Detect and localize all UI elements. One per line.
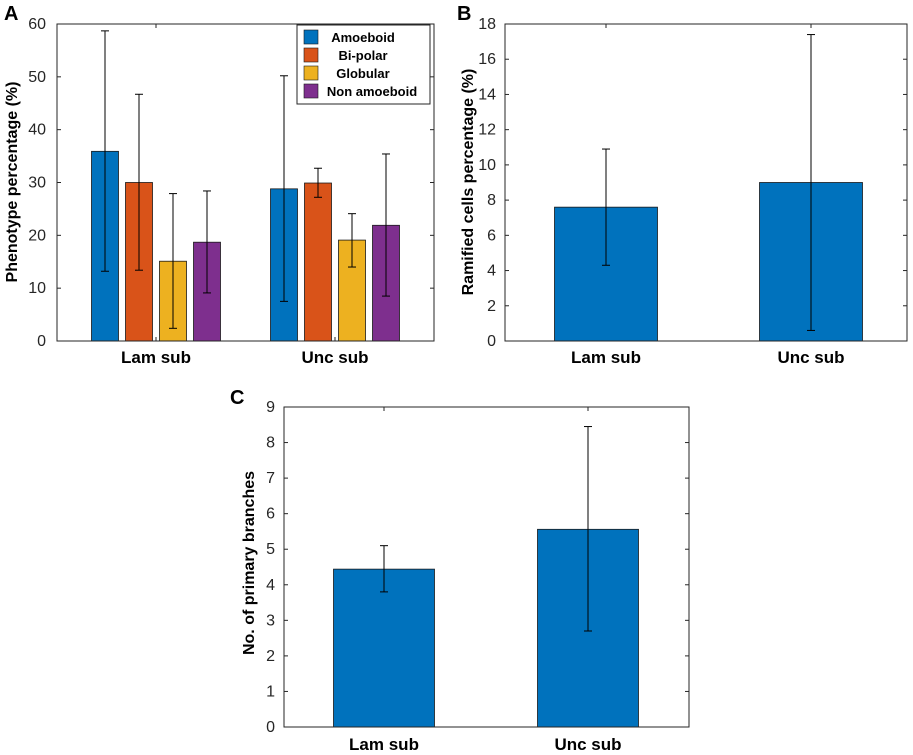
panel-c-bars	[333, 528, 639, 728]
ytick-label: 7	[266, 470, 275, 487]
bar-primary-branches-lam	[333, 568, 435, 728]
panel-b: B 0 2 4 6 8 10 12 14 16 18 Ramified cells percent…	[457, 3, 908, 367]
panel-b-bars	[554, 182, 863, 342]
panel-b-axes-box	[504, 23, 908, 342]
ytick-label: 14	[478, 86, 496, 103]
legend-swatch-amoeboid	[303, 29, 319, 45]
panel-a-axis: 0 10 20 30 40 50 60	[28, 16, 434, 350]
ytick-label: 0	[37, 333, 46, 350]
legend-label-amoeboid: Amoeboid	[331, 30, 395, 45]
ytick-label: 4	[487, 263, 496, 280]
panel-a-ylabel: Phenotype percentage (%)	[4, 82, 21, 283]
panel-c-error-bars	[380, 426, 592, 632]
panel-a: A 0 10 20 30 40 50 60 Phenotype percentage (%)…	[4, 3, 435, 367]
legend-swatch-globular	[303, 65, 319, 81]
ytick-label: 12	[478, 122, 496, 139]
ytick-label: 8	[487, 192, 496, 209]
ytick-label: 40	[28, 122, 46, 139]
ytick-label: 2	[487, 298, 496, 315]
panel-c-axes-box	[283, 406, 690, 728]
panel-c-axis: 0 1 2 3 4 5 6 7 8 9	[266, 399, 689, 736]
ytick-label: 60	[28, 16, 46, 33]
panel-c-ylabel: No. of primary branches	[241, 471, 258, 655]
panel-b-ylabel: Ramified cells percentage (%)	[460, 69, 477, 296]
ytick-label: 16	[478, 51, 496, 68]
panel-c-xtick-lam: Lam sub	[349, 735, 419, 754]
panel-c: C 0 1 2 3 4 5 6 7 8 9 No. of primary branches Lam…	[230, 387, 690, 754]
ytick-label: 6	[487, 227, 496, 244]
panel-b-xtick-unc: Unc sub	[777, 348, 844, 367]
ytick-label: 4	[266, 577, 275, 594]
panel-b-error-bars	[602, 34, 815, 331]
ytick-label: 30	[28, 175, 46, 192]
legend-label-bipolar: Bi-polar	[338, 48, 387, 63]
ytick-label: 50	[28, 69, 46, 86]
panel-c-xtick-unc: Unc sub	[554, 735, 621, 754]
panel-a-xtick-lam: Lam sub	[121, 348, 191, 367]
ytick-label: 2	[266, 648, 275, 665]
panel-a-axes-box	[56, 23, 435, 342]
ytick-label: 10	[478, 157, 496, 174]
panel-a-error-bars	[101, 30, 390, 329]
bar-bi-polar-unc	[304, 182, 332, 342]
ytick-label: 6	[266, 506, 275, 523]
ytick-label: 0	[487, 333, 496, 350]
panel-c-letter: C	[230, 387, 244, 409]
panel-a-letter: A	[4, 3, 18, 25]
panel-b-xtick-lam: Lam sub	[571, 348, 641, 367]
ytick-label: 0	[266, 719, 275, 736]
ytick-label: 8	[266, 435, 275, 452]
panel-a-xtick-unc: Unc sub	[301, 348, 368, 367]
ytick-label: 3	[266, 612, 275, 629]
panel-a-legend-box	[296, 24, 431, 105]
legend-label-globular: Globular	[336, 66, 389, 81]
ytick-label: 18	[478, 16, 496, 33]
ytick-label: 1	[266, 683, 275, 700]
legend-label-non-amoeboid: Non amoeboid	[327, 84, 417, 99]
ytick-label: 5	[266, 541, 275, 558]
panel-a-bars	[91, 150, 400, 342]
ytick-label: 9	[266, 399, 275, 416]
legend-swatch-non-amoeboid	[303, 83, 319, 99]
legend-swatch-bipolar	[303, 47, 319, 63]
ytick-label: 10	[28, 280, 46, 297]
panel-a-legend: Amoeboid Bi-polar Globular Non amoeboid	[296, 24, 431, 105]
ytick-label: 20	[28, 227, 46, 244]
panel-b-letter: B	[457, 3, 471, 25]
